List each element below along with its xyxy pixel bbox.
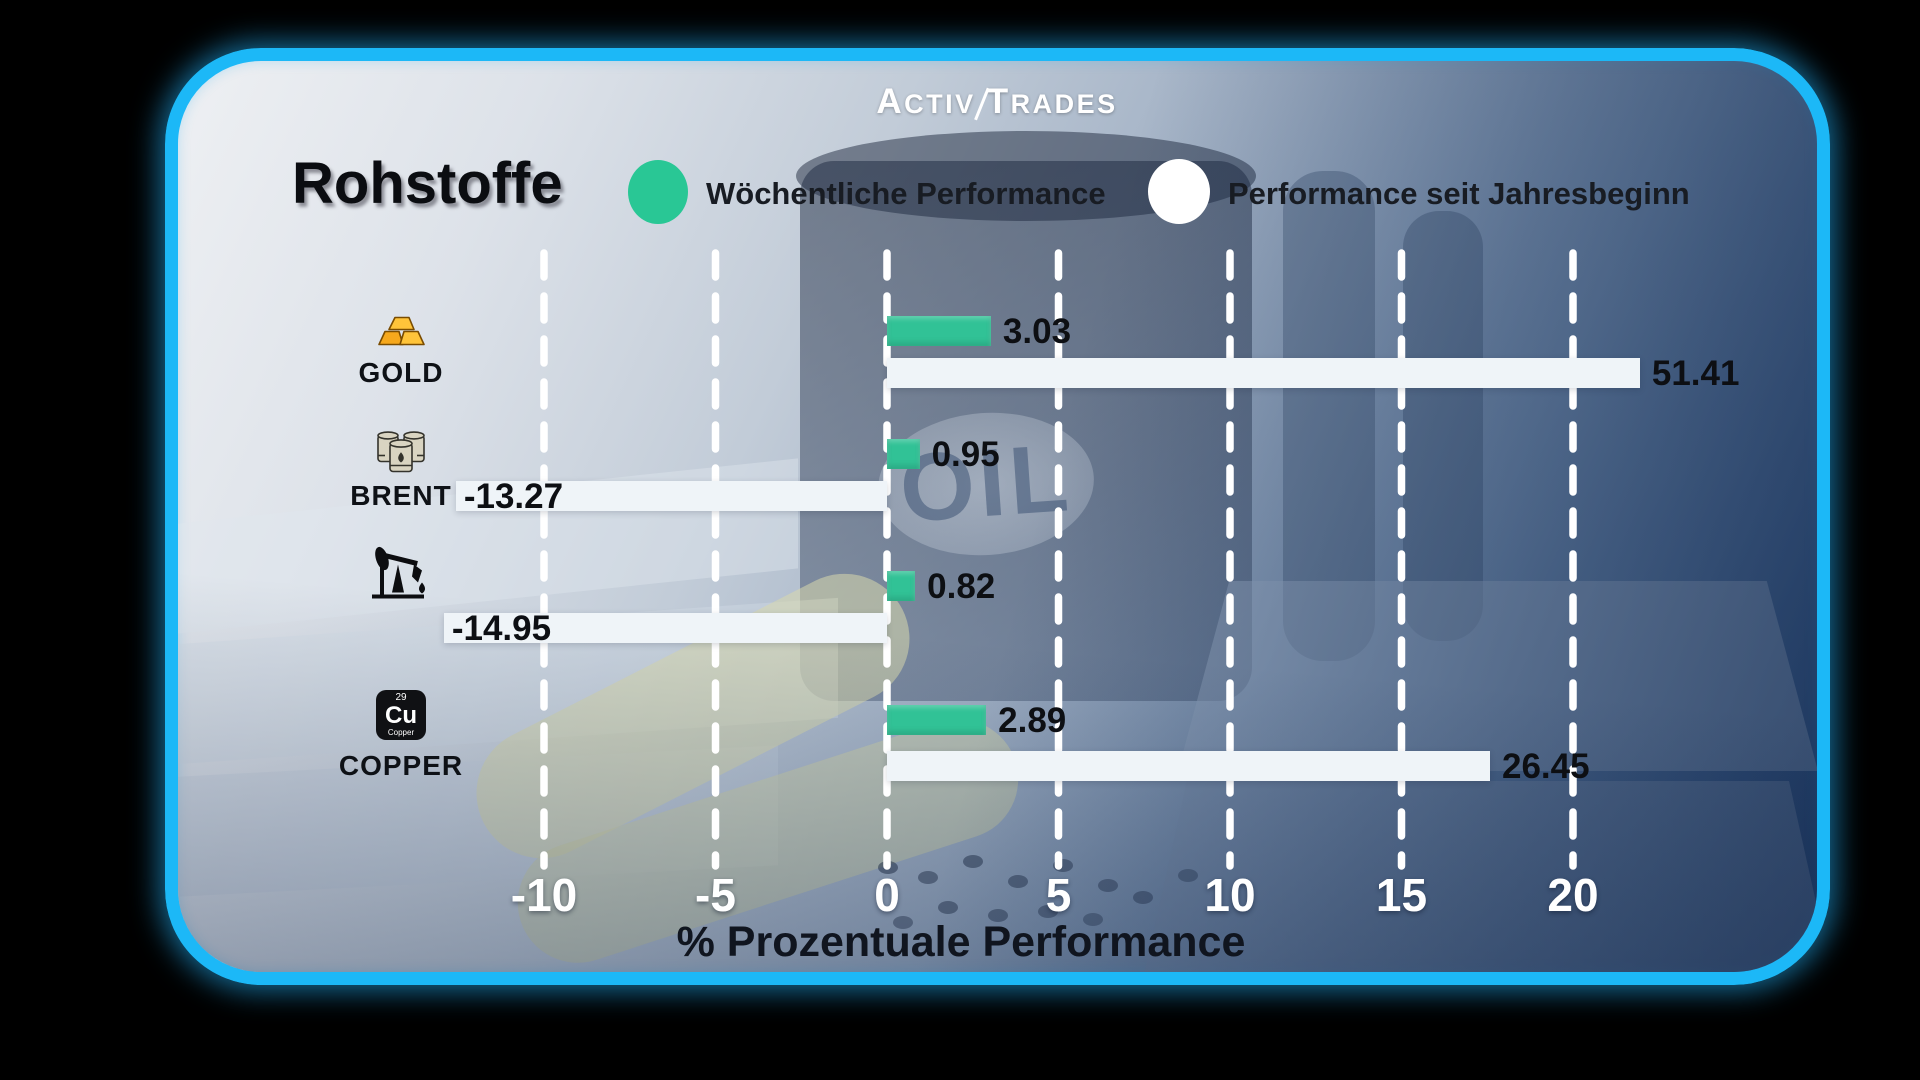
logo-part-trades: Trades	[986, 82, 1118, 121]
ytd-performance-value: -14.95	[451, 609, 552, 648]
copper-atomic-number: 29	[395, 692, 407, 703]
page-title: Rohstoffe	[292, 151, 563, 216]
x-axis-title: % Prozentuale Performance	[676, 918, 1246, 966]
logo-part-activ: Activ	[876, 82, 976, 121]
category-label: COPPER	[338, 750, 464, 781]
ytd-performance-bar	[455, 481, 887, 511]
x-tick-label: -10	[510, 869, 578, 921]
category-label: GOLD	[358, 357, 444, 388]
activtrades-logo: Activ Trades	[876, 82, 1117, 122]
gold-bars-icon	[378, 316, 425, 346]
ytd-performance-value: -13.27	[463, 477, 564, 516]
x-tick-label: 5	[1045, 869, 1072, 921]
weekly-performance-value: 3.03	[1002, 312, 1072, 351]
legend-weekly-label: Wöchentliche Performance	[706, 176, 1106, 211]
ytd-performance-value: 51.41	[1651, 354, 1740, 393]
weekly-performance-value: 0.95	[931, 435, 1000, 474]
x-tick-label: 10	[1204, 869, 1256, 921]
weekly-performance-bar	[887, 316, 991, 346]
oil-barrels-icon	[377, 431, 425, 473]
x-tick-label: 20	[1547, 869, 1599, 921]
weekly-performance-bar	[887, 571, 916, 601]
copper-element-icon: 29 Cu Copper	[376, 690, 426, 740]
ytd-performance-bar	[887, 751, 1490, 781]
x-tick-label: -5	[695, 869, 736, 921]
ytd-performance-value: 26.45	[1501, 747, 1590, 786]
weekly-performance-bar	[887, 439, 920, 469]
x-tick-label: 15	[1375, 869, 1428, 921]
weekly-performance-value: 0.82	[927, 567, 996, 606]
category-label: BRENT	[350, 480, 452, 511]
ytd-performance-bar	[887, 358, 1640, 388]
weekly-performance-value: 2.89	[998, 701, 1067, 740]
legend-ytd-label: Performance seit Jahresbeginn	[1228, 176, 1690, 211]
copper-name: Copper	[387, 728, 415, 737]
weekly-performance-bar	[887, 705, 987, 735]
copper-symbol: Cu	[385, 702, 417, 729]
oil-pumpjack-icon	[372, 546, 425, 599]
legend-ytd-dot-icon	[1148, 159, 1210, 224]
legend-weekly-dot-icon	[628, 160, 688, 224]
ytd-performance-bar	[443, 613, 887, 643]
x-tick-label: 0	[874, 869, 900, 921]
